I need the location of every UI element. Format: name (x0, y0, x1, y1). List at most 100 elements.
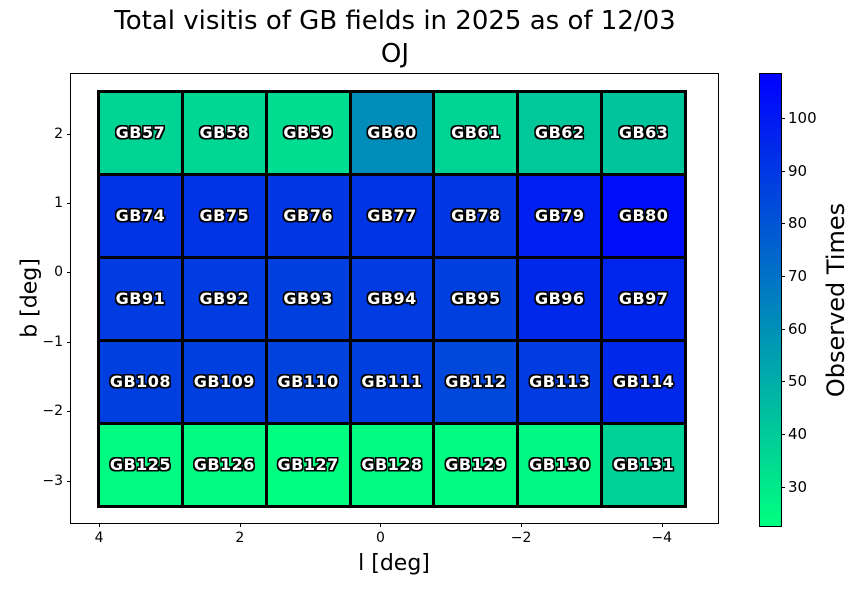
colorbar: 100 90 80 70 60 50 40 30 (759, 73, 817, 527)
x-tick-label: 4 (94, 530, 104, 546)
heatmap-cell: GB130 (519, 424, 601, 505)
x-tick-mark (521, 523, 523, 527)
cell-label: GB108 (109, 372, 172, 392)
y-tick-mark (67, 203, 71, 205)
heatmap-cell: GB78 (435, 175, 517, 256)
cell-label: GB58 (199, 123, 250, 143)
cell-label: GB96 (534, 289, 585, 309)
colorbar-tick-mark (781, 486, 785, 488)
cell-label: GB128 (361, 455, 423, 475)
cell-label: GB127 (277, 455, 339, 475)
cell-label: GB92 (199, 289, 250, 309)
heatmap-cell: GB58 (183, 92, 265, 173)
colorbar-tick-label: 100 (788, 108, 817, 127)
x-tick-label: −2 (510, 530, 532, 546)
x-axis-label: l [deg] (358, 551, 430, 576)
colorbar-tick-label: 80 (788, 214, 808, 233)
cell-label: GB59 (283, 123, 333, 143)
cell-label: GB95 (451, 289, 501, 309)
y-axis-label: b [deg] (17, 258, 43, 338)
cell-label: GB77 (367, 206, 417, 226)
heatmap-cell: GB75 (183, 175, 265, 256)
colorbar-tick-mark (781, 170, 785, 172)
y-tick-label: −1 (42, 333, 63, 350)
cell-label: GB74 (115, 206, 166, 226)
cell-label: GB110 (277, 372, 339, 392)
x-tick-mark (239, 523, 241, 527)
cell-label: GB76 (283, 206, 333, 226)
heatmap-cell: GB97 (603, 258, 685, 339)
heatmap-cell: GB114 (603, 341, 685, 422)
cell-label: GB109 (193, 372, 255, 392)
heatmap-cell: GB80 (603, 175, 685, 256)
cell-label: GB114 (612, 372, 675, 392)
cell-label: GB97 (618, 289, 669, 309)
colorbar-tick-mark (781, 381, 785, 383)
heatmap-cell: GB94 (351, 258, 433, 339)
chart-title: Total visitis of GB fields in 2025 as of… (70, 5, 720, 71)
heatmap-cell: GB109 (183, 341, 265, 422)
heatmap-grid: GB57 GB58 GB59 GB60 GB61 GB62 GB63 GB74 GB75 GB76… (97, 89, 688, 508)
cell-label: GB93 (283, 289, 333, 309)
cell-label: GB75 (199, 206, 250, 226)
heatmap-cell: GB112 (435, 341, 517, 422)
y-tick-label: 0 (54, 264, 63, 281)
cell-label: GB129 (445, 455, 507, 475)
heatmap-cell: GB57 (100, 92, 181, 173)
y-tick-mark (67, 272, 71, 274)
y-tick-mark (67, 411, 71, 413)
chart-title-line2: OJ (380, 39, 410, 69)
heatmap-cell: GB111 (351, 341, 433, 422)
colorbar-tick-mark (781, 276, 785, 277)
cell-label: GB80 (618, 206, 669, 226)
heatmap-cell: GB60 (351, 92, 433, 173)
y-tick-mark (67, 480, 71, 482)
colorbar-label: Observed Times (822, 202, 850, 398)
cell-label: GB125 (109, 455, 172, 475)
y-tick-label: 1 (54, 195, 63, 212)
heatmap-cell: GB128 (351, 424, 433, 505)
x-tick-mark (661, 523, 663, 527)
heatmap-cell: GB63 (603, 92, 685, 173)
x-tick-mark (380, 523, 382, 527)
cell-label: GB60 (367, 123, 417, 143)
y-tick-label: −3 (42, 472, 63, 489)
cell-label: GB63 (618, 123, 669, 143)
chart-title-line1: Total visitis of GB fields in 2025 as of… (114, 6, 676, 36)
heatmap-cell: GB95 (435, 258, 517, 339)
colorbar-gradient (760, 74, 781, 526)
heatmap-cell: GB125 (100, 424, 181, 505)
heatmap-cell: GB79 (519, 175, 601, 256)
heatmap-cell: GB76 (267, 175, 349, 256)
colorbar-tick-label: 60 (788, 319, 808, 338)
plot-area: GB57 GB58 GB59 GB60 GB61 GB62 GB63 GB74 GB75 GB76… (42, 73, 719, 546)
cell-label: GB57 (115, 123, 166, 143)
colorbar-tick-label: 50 (788, 372, 808, 391)
cell-label: GB113 (529, 372, 591, 392)
heatmap-cell: GB110 (267, 341, 349, 422)
heatmap-cell: GB113 (519, 341, 601, 422)
colorbar-tick-label: 70 (788, 267, 808, 285)
heatmap-cell: GB108 (100, 341, 181, 422)
cell-label: GB131 (612, 455, 675, 475)
heatmap-cell: GB127 (267, 424, 349, 505)
heatmap-cell: GB62 (519, 92, 601, 173)
y-tick-label: 2 (54, 125, 63, 142)
heatmap-cell: GB93 (267, 258, 349, 339)
heatmap-cell: GB74 (100, 175, 181, 256)
colorbar-tick-label: 30 (788, 477, 808, 496)
cell-label: GB94 (367, 289, 417, 309)
colorbar-tick-mark (781, 434, 785, 436)
heatmap-cell: GB126 (183, 424, 265, 505)
y-tick-label: −2 (42, 403, 63, 420)
x-tick-label: −4 (651, 530, 673, 546)
x-tick-mark (99, 523, 101, 527)
heatmap-cell: GB59 (267, 92, 349, 173)
cell-label: GB112 (445, 372, 507, 392)
cell-label: GB111 (361, 372, 423, 392)
colorbar-tick-mark (781, 223, 785, 225)
x-tick-label: 2 (235, 530, 245, 546)
heatmap-cell: GB77 (351, 175, 433, 256)
colorbar-tick-label: 40 (788, 425, 808, 444)
